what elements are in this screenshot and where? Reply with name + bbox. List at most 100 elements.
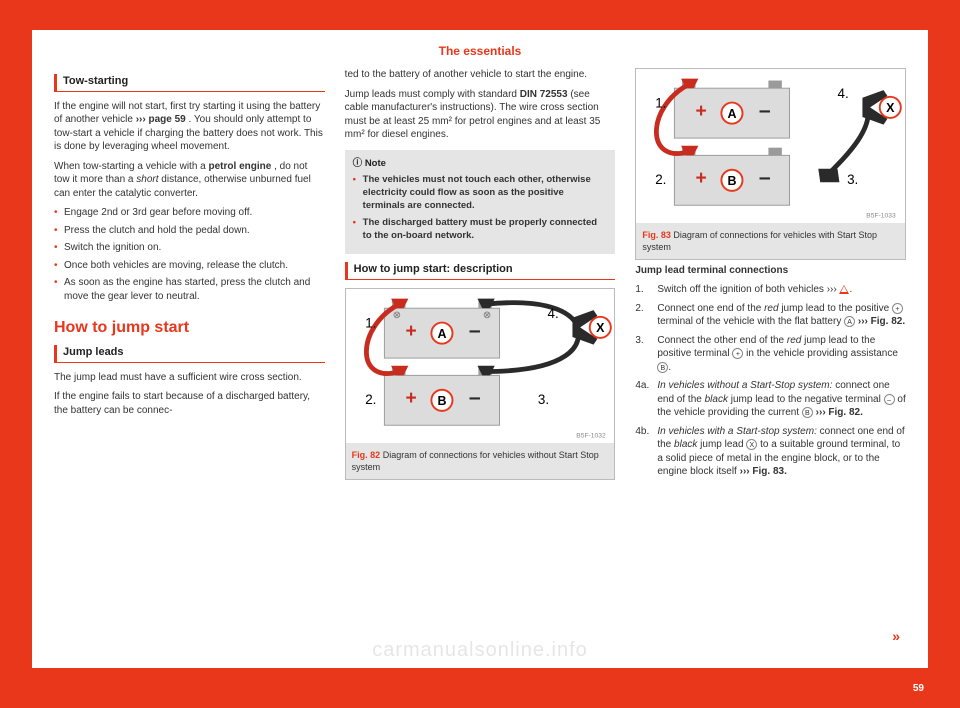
svg-text:B: B: [728, 174, 737, 188]
text-italic: short: [136, 174, 158, 185]
para: If the engine fails to start because of …: [54, 390, 325, 417]
diagram-fig82: + – + –: [346, 289, 615, 443]
fig-text: Diagram of connections for vehicles with…: [642, 230, 877, 252]
page-ref: ››› page 59: [136, 114, 186, 125]
text: jump lead: [700, 439, 746, 450]
fig-ref: ››› Fig. 82.: [816, 407, 863, 418]
label-B: B: [437, 394, 446, 408]
note-bullet: The discharged battery must be properly …: [353, 217, 608, 243]
svg-text:1.: 1.: [656, 95, 667, 110]
diagram-fig83: + – + –: [636, 69, 905, 223]
svg-text:2.: 2.: [656, 172, 667, 187]
label-X-icon: X: [746, 439, 757, 450]
heading-jump-start: How to jump start: [54, 317, 325, 339]
svg-text:X: X: [886, 101, 895, 115]
minus-icon: –: [468, 319, 480, 342]
plus-icon: +: [405, 321, 416, 342]
plus-circle-icon: +: [892, 303, 903, 314]
heading-jump-leads: Jump leads: [54, 345, 325, 363]
svg-text:A: A: [728, 107, 737, 121]
fig-label: Fig. 83: [642, 230, 671, 240]
text: Connect the other end of the: [657, 335, 787, 346]
plus-icon: +: [405, 388, 416, 409]
text-bold: DIN 72553: [520, 89, 568, 100]
heading-connections: Jump lead terminal connections: [635, 264, 906, 278]
warning-icon: [839, 285, 849, 294]
text: When tow-starting a vehicle with a: [54, 161, 209, 172]
figure-82-caption: Fig. 82 Diagram of connections for vehic…: [346, 443, 615, 479]
fig-ref: ››› Fig. 82.: [858, 316, 905, 327]
heading-tow-starting: Tow-starting: [54, 74, 325, 92]
para: If the engine will not start, first try …: [54, 100, 325, 154]
text: terminal of the vehicle with the flat ba…: [657, 316, 844, 327]
column-2: ted to the battery of another vehicle to…: [345, 68, 616, 654]
columns: Tow-starting If the engine will not star…: [54, 68, 906, 654]
bullet: Switch the ignition on.: [54, 241, 325, 255]
bullet: Once both vehicles are moving, release t…: [54, 259, 325, 273]
step-3: 3.: [538, 392, 549, 407]
text: jump lead to the positive: [781, 303, 892, 314]
plus-circle-icon: +: [732, 348, 743, 359]
text: Switch off the ignition of both vehicles…: [657, 284, 839, 295]
text-bold: petrol engine: [209, 161, 272, 172]
figure-83-caption: Fig. 83 Diagram of connections for vehic…: [636, 223, 905, 259]
figure-82: + – + –: [345, 288, 616, 480]
text: jump lead to the negative terminal: [731, 394, 884, 405]
page-number: 59: [913, 683, 924, 694]
svg-text:4.: 4.: [838, 86, 849, 101]
section-header: The essentials: [54, 44, 906, 58]
text-italic: In vehicles without a Start-Stop system:: [657, 380, 832, 391]
svg-text:+: +: [696, 168, 707, 189]
note-bullet: The vehicles must not touch each other, …: [353, 174, 608, 212]
continue-icon: »: [892, 627, 900, 646]
steps-list: 1. Switch off the ignition of both vehic…: [635, 283, 906, 479]
note-box: Note The vehicles must not touch each ot…: [345, 150, 616, 255]
text-italic: black: [674, 439, 697, 450]
svg-text:–: –: [759, 166, 771, 189]
text-italic: red: [787, 335, 801, 346]
fig-label: Fig. 82: [352, 450, 381, 460]
svg-text:+: +: [696, 101, 707, 122]
heading-jump-desc: How to jump start: description: [345, 262, 616, 280]
minus-icon: –: [468, 386, 480, 409]
label-A: A: [437, 327, 446, 341]
label-B-icon: B: [657, 362, 668, 373]
column-3: + – + –: [635, 68, 906, 654]
minus-circle-icon: –: [884, 394, 895, 405]
label-B-icon: B: [802, 407, 813, 418]
svg-text:B5F-1033: B5F-1033: [867, 213, 897, 220]
list-item: 4b. In vehicles with a Start-stop system…: [635, 425, 906, 479]
column-1: Tow-starting If the engine will not star…: [54, 68, 325, 654]
figure-83: + – + –: [635, 68, 906, 260]
list-item: 3. Connect the other end of the red jump…: [635, 334, 906, 375]
para: The jump lead must have a sufficient wir…: [54, 371, 325, 385]
text-italic: black: [705, 394, 728, 405]
page: The essentials Tow-starting If the engin…: [32, 30, 928, 668]
list-item: 2. Connect one end of the red jump lead …: [635, 302, 906, 329]
step-4: 4.: [547, 306, 558, 321]
text-italic: red: [764, 303, 778, 314]
bullet: Press the clutch and hold the pedal down…: [54, 224, 325, 238]
fig-ref: ››› Fig. 83.: [740, 466, 787, 477]
label-A-icon: A: [844, 316, 855, 327]
fig-text: Diagram of connections for vehicles with…: [352, 450, 599, 472]
text: in the vehicle providing assistance: [746, 348, 898, 359]
bullet: As soon as the engine has started, press…: [54, 276, 325, 303]
text-italic: In vehicles with a Start-stop system:: [657, 426, 817, 437]
bullet: Engage 2nd or 3rd gear before moving off…: [54, 206, 325, 220]
para: When tow-starting a vehicle with a petro…: [54, 160, 325, 201]
fig-code: B5F-1032: [576, 433, 606, 440]
page-frame: The essentials Tow-starting If the engin…: [0, 0, 960, 708]
label-X: X: [596, 321, 605, 335]
list-item: 4a. In vehicles without a Start-Stop sys…: [635, 379, 906, 420]
text: Jump leads must comply with standard: [345, 89, 520, 100]
para: ted to the battery of another vehicle to…: [345, 68, 616, 82]
svg-text:–: –: [759, 99, 771, 122]
text: Connect one end of the: [657, 303, 764, 314]
svg-text:3.: 3.: [847, 172, 858, 187]
list-item: 1. Switch off the ignition of both vehic…: [635, 283, 906, 297]
para: Jump leads must comply with standard DIN…: [345, 88, 616, 142]
step-2: 2.: [365, 392, 376, 407]
step-1: 1.: [365, 316, 376, 331]
note-title: Note: [353, 158, 608, 171]
